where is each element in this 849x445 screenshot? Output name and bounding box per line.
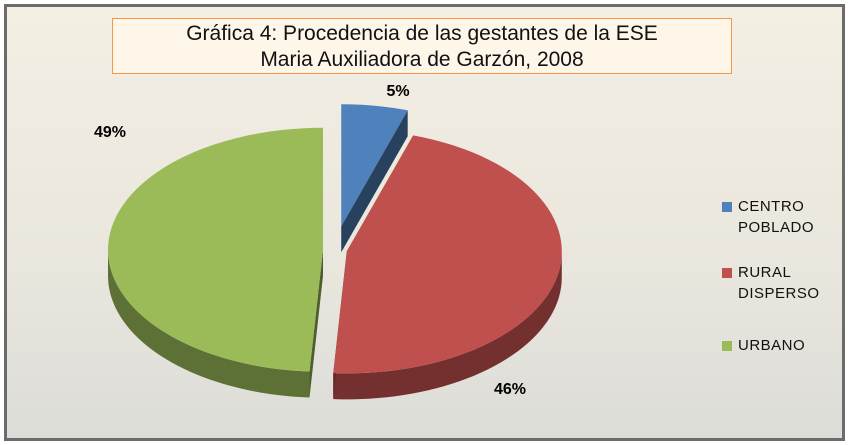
slice bbox=[341, 104, 408, 227]
legend-label: URBANO bbox=[738, 337, 806, 354]
data-label: 49% bbox=[94, 124, 126, 141]
data-label: 5% bbox=[386, 83, 409, 100]
legend-swatch bbox=[722, 268, 732, 278]
legend-label: CENTRO POBLADO bbox=[738, 198, 815, 236]
chart-title: Gráfica 4: Procedencia de las gestantes … bbox=[112, 18, 732, 74]
legend-label: RURAL DISPERSO bbox=[738, 264, 820, 302]
data-label: 46% bbox=[494, 381, 526, 398]
slice bbox=[333, 135, 562, 374]
slice-side bbox=[108, 249, 310, 398]
legend-swatch bbox=[722, 202, 732, 212]
legend-swatch bbox=[722, 341, 732, 351]
slice-side bbox=[333, 251, 562, 400]
slice-edge bbox=[309, 249, 324, 398]
slice bbox=[108, 127, 324, 372]
slice-edge bbox=[341, 110, 408, 253]
